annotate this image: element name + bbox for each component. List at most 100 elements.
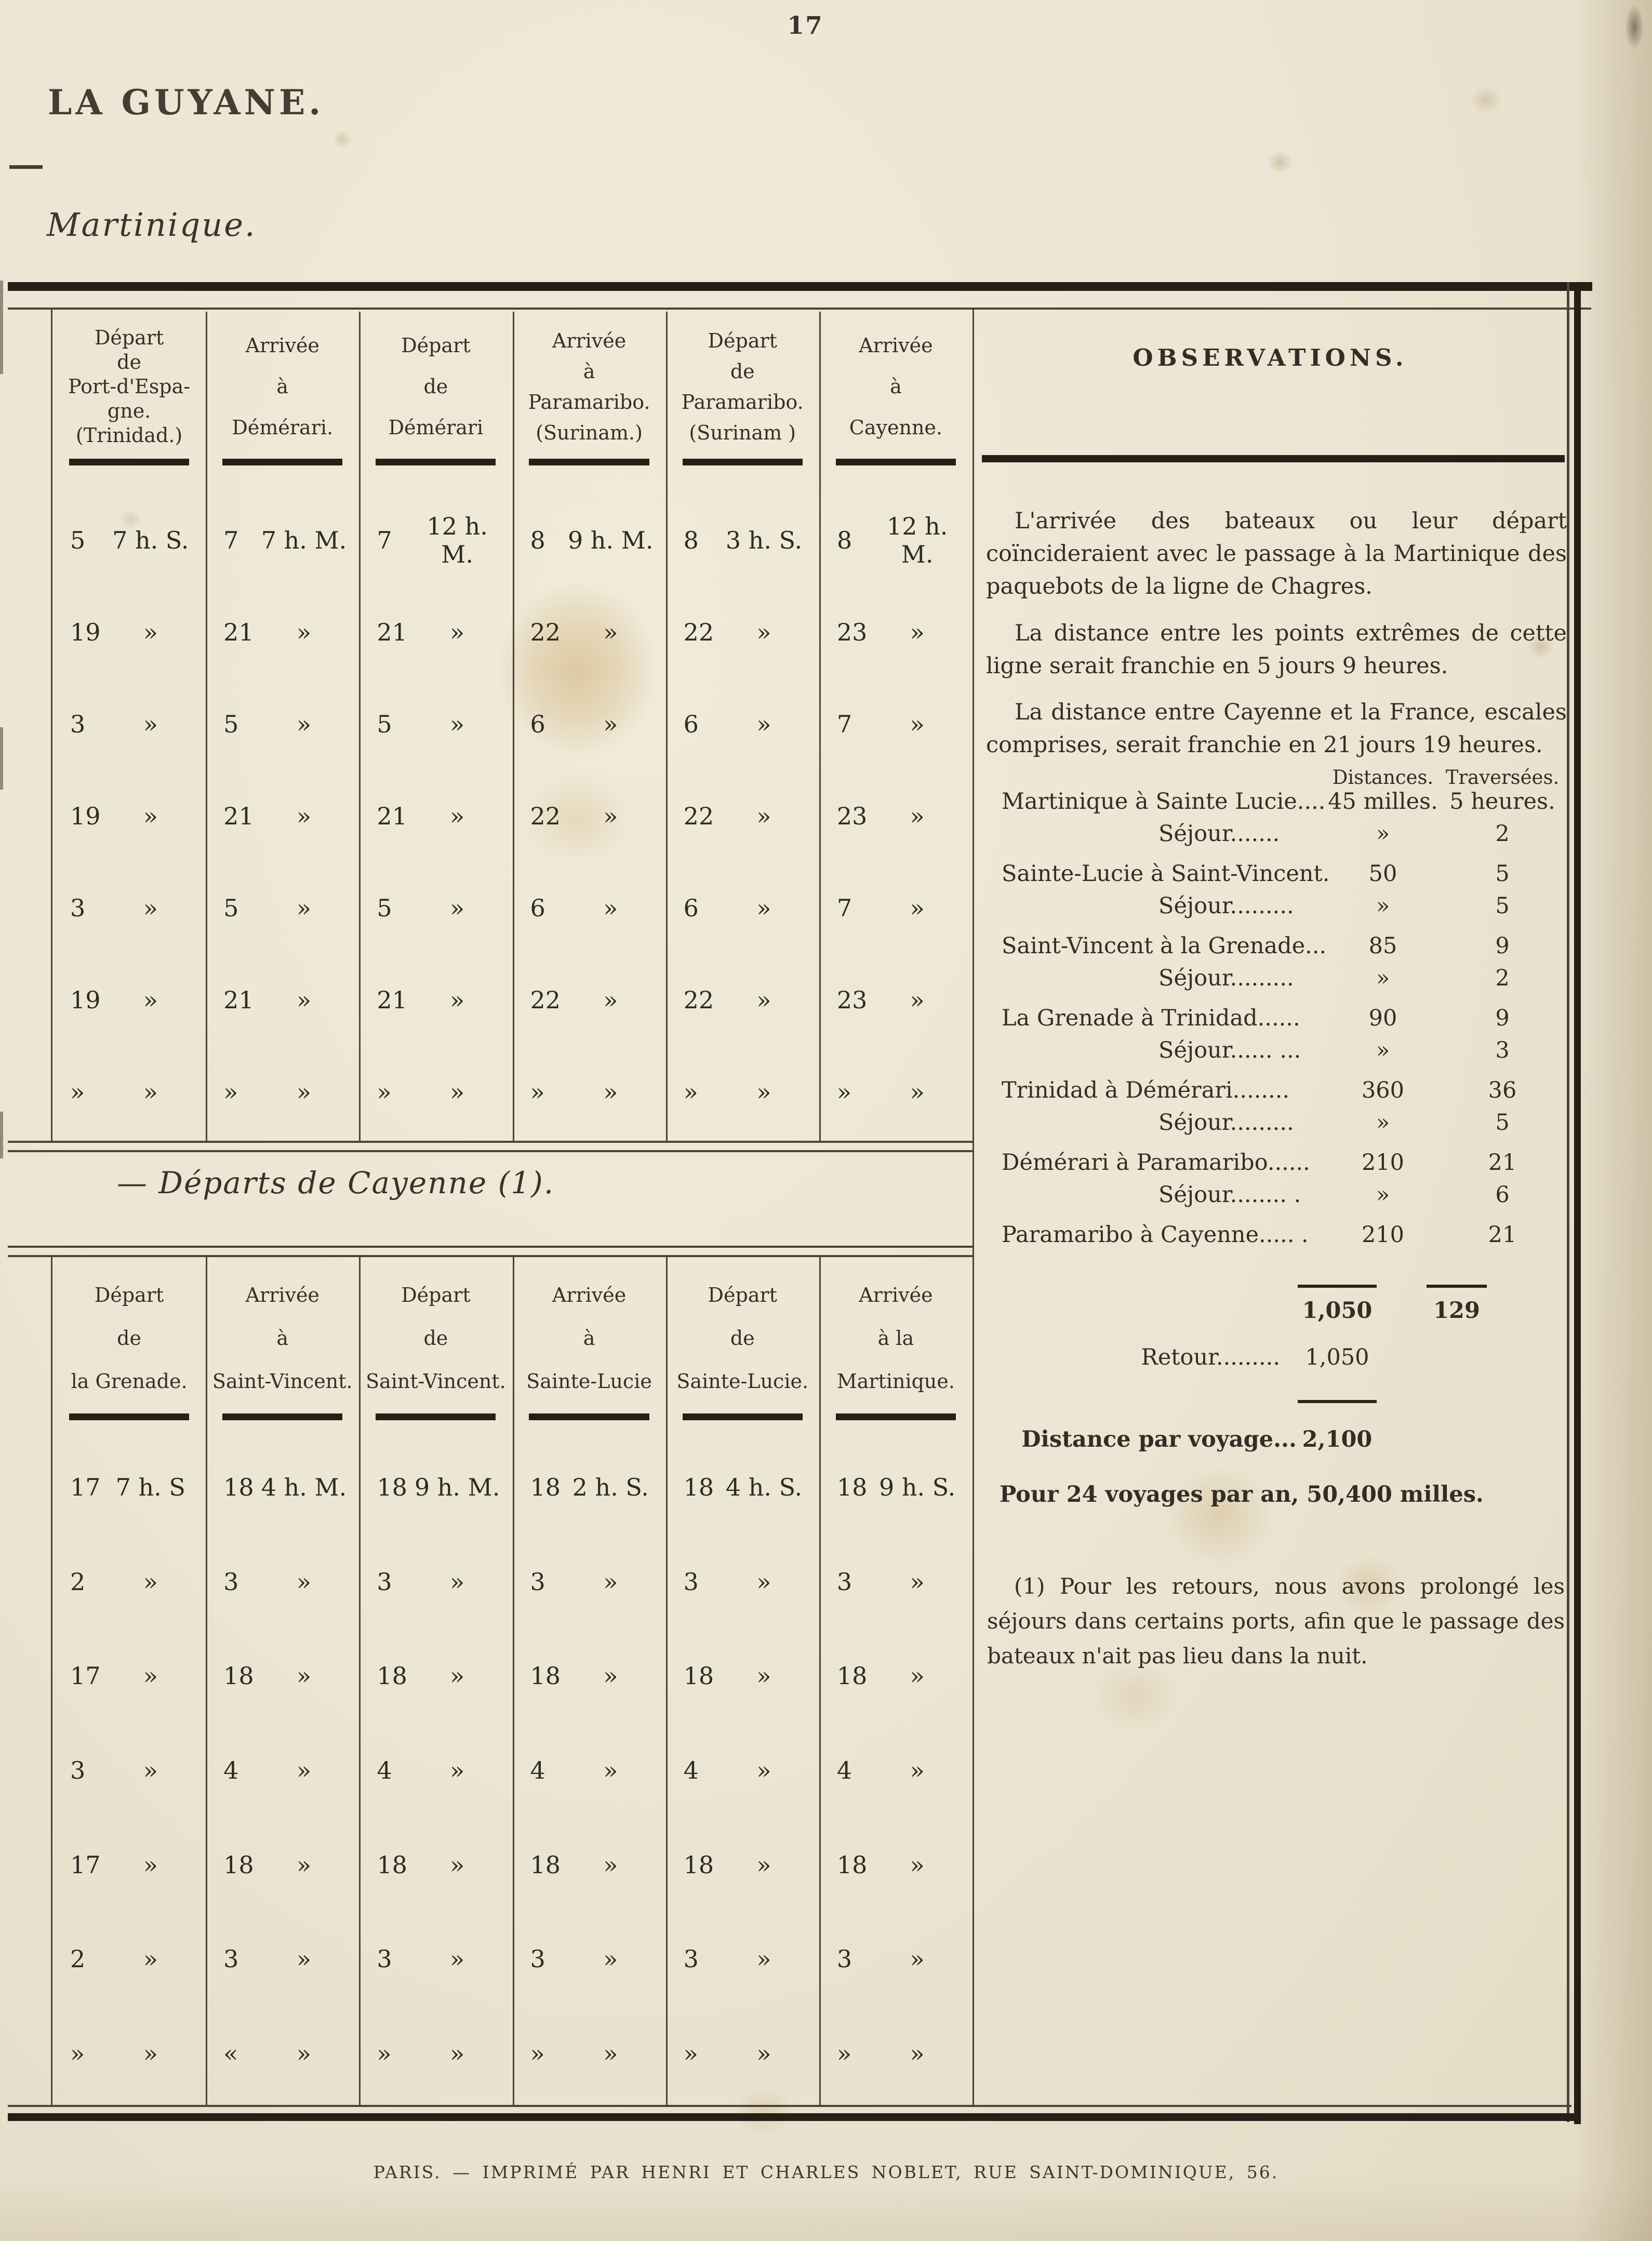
column-header-line: Sainte-Lucie. [676,1369,809,1393]
schedule-cell: »» [359,1046,512,1138]
observation-paragraph: La distance entre les points extrêmes de… [986,620,1567,679]
day-value: 18 [223,1473,254,1501]
column-header-line: à [890,375,902,398]
schedule-cell: 8 12 h. M. [819,495,972,586]
time-value: » [143,710,158,739]
time-value: » [450,802,465,830]
day-value: 3 [70,710,86,739]
day-value: 5 [223,893,239,922]
leg-distance: 85 [1368,933,1397,959]
distance-leg-row: Trinidad à Démérari........ 360 36 [987,1077,1565,1110]
time-value: 9 h. M. [568,526,654,555]
time-value: » [756,1850,771,1879]
day-value: 3 [683,1567,699,1596]
leg-distance: » [1376,1037,1390,1063]
time-value: 7 h. S. [112,526,189,555]
frame-top-thin-rule [8,308,1591,310]
schedule-cell: »» [666,2006,819,2101]
day-value: 7 [223,526,239,555]
column-header-line: Paramaribo. [681,390,804,413]
schedule-cell: 21 » [359,954,512,1046]
column-header-line: Départ [94,326,164,349]
day-value: 5 [223,710,239,739]
total-traversees: 129 [1433,1298,1480,1324]
day-value: 3 [223,1945,239,1973]
leg-label: La Grenade à Trinidad...... [1002,1005,1300,1031]
schedule-cell: 8 3 h. S. [666,495,819,586]
leg-distance: » [1376,965,1390,991]
leg-traversee: 5 heures. [1449,789,1555,815]
leg-label: Séjour......... [1158,1110,1294,1136]
schedule-cell: 19 » [52,770,206,862]
sejour-row: Séjour........ . » 6 [987,1182,1565,1214]
column-header-line: gne. [107,399,151,423]
time-value: » [603,1756,618,1784]
table1-bottom-rule [8,1150,972,1152]
day-value: 4 [836,1756,852,1784]
departs-de-cayenne-heading: — Départs de Cayenne (1). [117,1165,555,1200]
day-value: 23 [836,618,868,647]
schedule-cell: »» [512,1046,665,1138]
time-value: » [450,1850,465,1879]
column-header-line: Saint-Vincent. [212,1369,353,1393]
frame-bottom-thick-rule [8,2113,1578,2121]
table2-body: 17 7 h. S 18 4 h. M. 18 9 h. M. 18 2 h. S. 18 4 h… [52,1440,972,2101]
time-value: » [756,1756,771,1784]
column-header: Départ de Port-d'Espa-gne. (Trinidad.) [52,312,206,469]
sejour-row: Séjour......... » 2 [987,965,1565,997]
leg-traversee: 9 [1495,1005,1510,1031]
time-value: » [910,1945,925,1973]
time-value: » [910,893,925,922]
grand-total-rule-row [987,1387,1565,1413]
column-header: Arrivée à Sainte-Lucie [512,1260,665,1423]
time-value: » [296,1662,312,1690]
schedule-cell: 18 » [512,1629,665,1723]
leg-distance: » [1376,821,1390,847]
schedule-cell: »» [52,1046,206,1138]
column-header-line: Port-d'Espa- [68,375,191,398]
title-rule [9,165,43,169]
paper-stain [1470,86,1501,114]
schedule-cell: 23 » [819,954,972,1046]
day-value: » [70,1077,85,1106]
time-value: » [450,1077,465,1106]
schedule-cell: 3» [206,1912,359,2007]
table2-header-row: Départ de la Grenade. Arrivée à Saint-Vincent… [52,1260,972,1423]
column-header-line: Arrivée [552,329,627,352]
distances-header-row: Distances. Traversées. [987,752,1565,789]
day-value: 18 [377,1473,407,1501]
schedule-cell: 7 7 h. M. [206,495,359,586]
time-value: » [603,710,618,739]
time-value: » [296,1945,312,1973]
schedule-cell: 6» [512,678,665,770]
time-value: » [143,1077,158,1106]
leg-traversee: 36 [1488,1077,1517,1103]
schedule-cell: 22 » [512,586,665,678]
time-value: » [296,1567,312,1596]
day-value: 2 [70,1945,86,1973]
day-value: 6 [683,710,699,739]
observation-paragraph: La distance entre Cayenne et la France, … [986,699,1567,758]
schedule-cell: 3» [512,1535,665,1629]
time-value: 12 h. M. [886,512,948,569]
grand-total-rule [1280,1387,1394,1413]
column-header-line: (Trinidad.) [75,424,183,447]
day-value: 3 [70,1756,86,1784]
day-value: 5 [70,526,86,555]
schedule-cell: «» [206,2006,359,2101]
day-value: 5 [377,710,392,739]
time-value: » [296,802,312,830]
time-value: » [603,2039,618,2068]
leg-traversee: 21 [1488,1222,1517,1248]
schedule-cell: 8 9 h. M. [512,495,665,586]
time-value: » [603,1945,618,1973]
day-value: 18 [683,1850,714,1879]
page-corner-mark [1625,4,1644,50]
schedule-cell: 21 » [359,770,512,862]
day-value: » [530,2039,545,2068]
leg-distance: 90 [1368,1005,1397,1031]
leg-label: Séjour......... [1158,965,1294,991]
time-value: 4 h. S. [725,1473,803,1501]
schedule-cell: 5» [206,678,359,770]
schedule-cell: »» [819,1046,972,1138]
